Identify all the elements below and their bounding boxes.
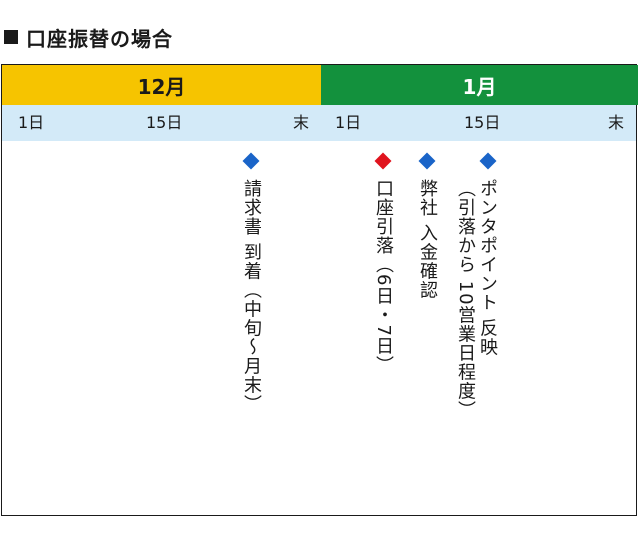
event-points-text: ポンタポイント 反映 （引落から 10営業日程度） — [454, 179, 498, 420]
event-receipt-label: 弊社 入金確認 — [417, 179, 438, 300]
event-payment-receipt: 弊社 入金確認 — [414, 151, 440, 300]
schedule-timeline: 12月 1月 1日 15日 末 1日 15日 末 請求書 到着（中旬〜月末） 口… — [1, 64, 638, 516]
blue-diamond-marker-icon — [479, 152, 497, 170]
event-points-reflection: ポンタポイント 反映 （引落から 10営業日程度） — [446, 151, 506, 420]
day-scale-bar: 1日 15日 末 1日 15日 末 — [2, 105, 636, 141]
event-account-debit: 口座引落（6日・7日） — [370, 151, 396, 375]
event-points-label: ポンタポイント 反映 — [477, 179, 498, 357]
page-title: 口座振替の場合 — [4, 24, 173, 51]
red-diamond-marker-icon — [374, 152, 392, 170]
event-invoice-label: 請求書 到着（中旬〜月末） — [241, 179, 262, 414]
day-label-dec-1: 1日 — [18, 113, 45, 132]
month-header-december: 12月 — [2, 65, 321, 105]
day-label-jan-15: 15日 — [464, 113, 501, 132]
blue-diamond-marker-icon — [418, 152, 436, 170]
blue-diamond-marker-icon — [242, 152, 260, 170]
day-label-dec-15: 15日 — [146, 113, 183, 132]
event-invoice-arrival: 請求書 到着（中旬〜月末） — [238, 151, 264, 414]
event-points-note: （引落から 10営業日程度） — [455, 179, 476, 420]
event-debit-label: 口座引落（6日・7日） — [373, 179, 394, 375]
day-label-dec-end: 末 — [293, 113, 310, 132]
month-header-january: 1月 — [321, 65, 638, 105]
page-title-text: 口座振替の場合 — [26, 26, 173, 51]
day-label-jan-1: 1日 — [335, 113, 362, 132]
square-bullet-icon — [4, 30, 18, 44]
day-label-jan-end: 末 — [608, 113, 625, 132]
